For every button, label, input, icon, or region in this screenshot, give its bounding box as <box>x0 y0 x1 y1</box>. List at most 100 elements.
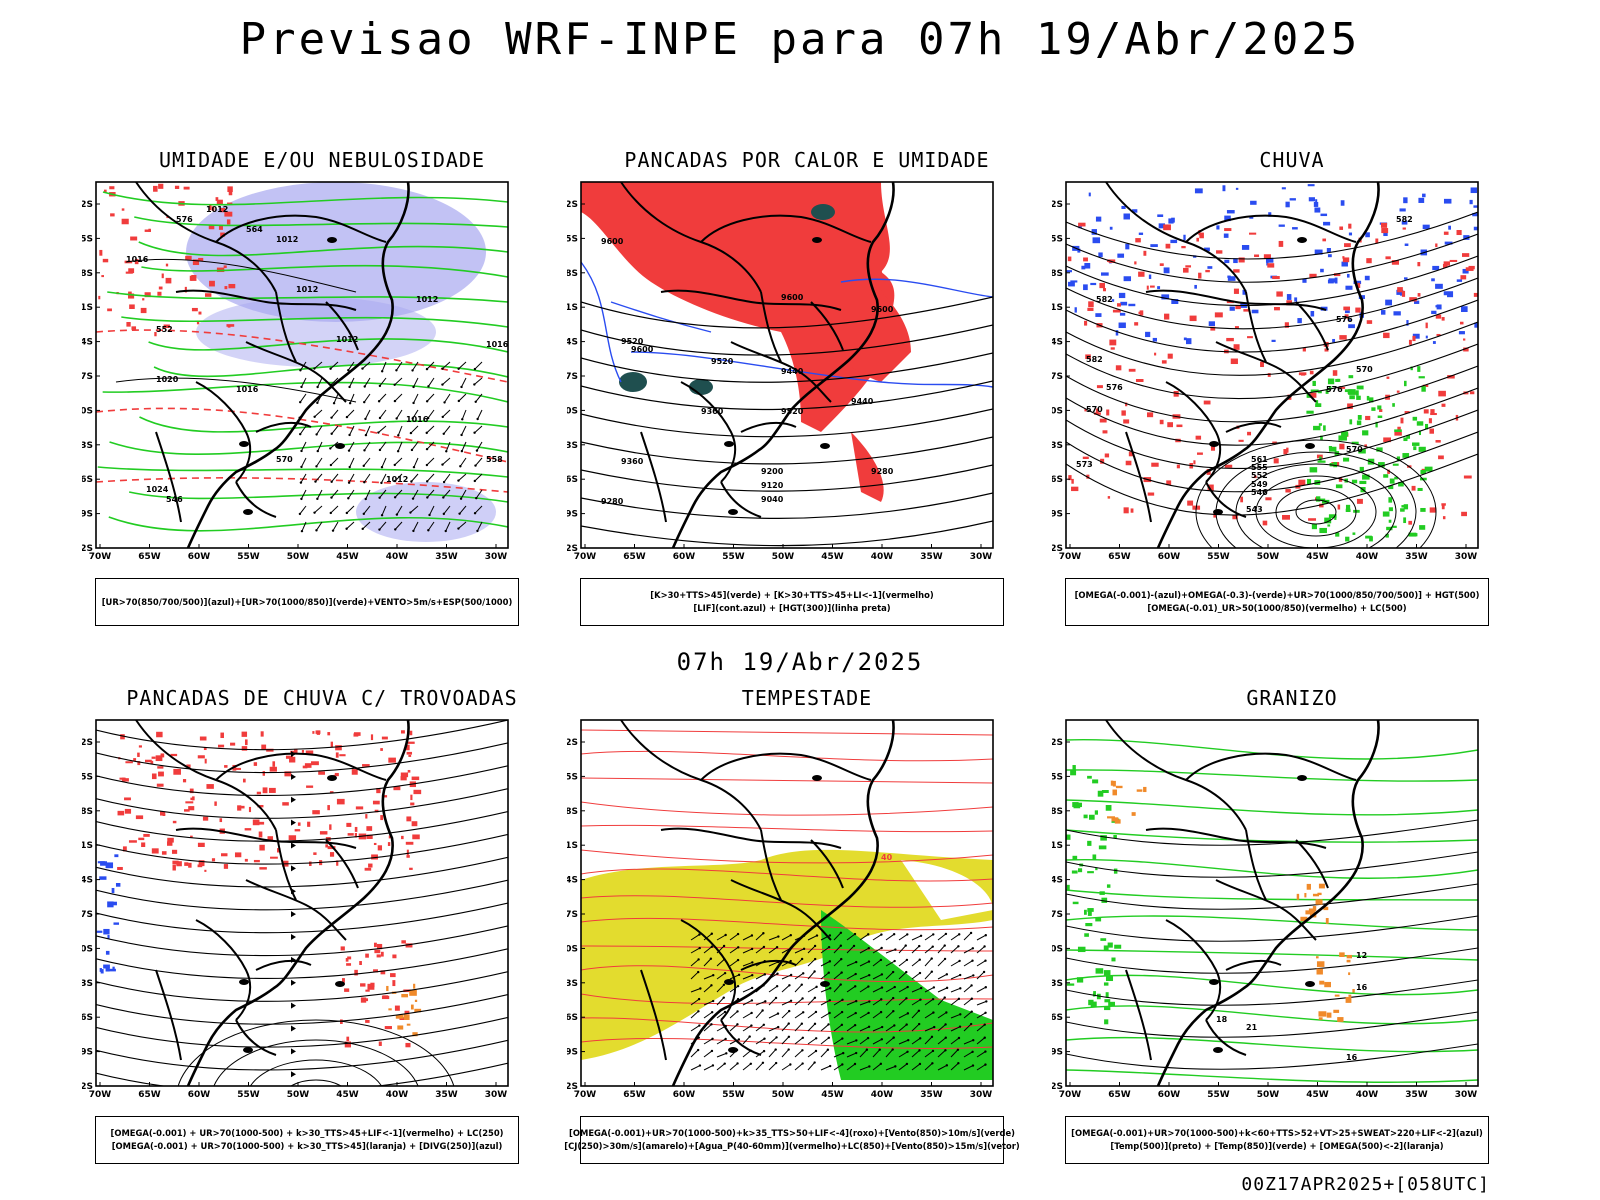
low-pressure-contour <box>1295 499 1337 525</box>
red-contour-mark <box>128 293 135 299</box>
wind-vector <box>381 457 387 468</box>
rain-red <box>1086 474 1090 479</box>
temp850-contour-mark <box>1070 769 1077 776</box>
thunderstorm-red <box>269 766 277 772</box>
wind-vector-head <box>932 1011 935 1014</box>
wind-vector <box>820 1012 830 1019</box>
thunderstorm-red <box>150 760 154 764</box>
wind-vector-head <box>393 479 397 483</box>
wind-vector <box>781 1023 790 1032</box>
streamline-arrow <box>291 911 296 918</box>
rain-red <box>1283 449 1288 455</box>
strong-ascent-green <box>1324 517 1332 524</box>
map-border <box>95 719 509 1087</box>
geopotential-contour <box>581 520 993 547</box>
strong-ascent-green <box>1335 484 1343 489</box>
thunderstorm-red <box>390 973 396 978</box>
streamline-arrow <box>291 865 296 872</box>
rain-red <box>1163 224 1171 231</box>
strong-ascent-green <box>1357 415 1362 420</box>
rain-red <box>1461 511 1467 517</box>
temp850-contour-mark <box>1090 1001 1097 1008</box>
omega-orange <box>1305 910 1312 915</box>
wind-vector <box>364 377 371 387</box>
wind-vector-head <box>853 932 857 936</box>
ascent-blue <box>1145 331 1151 338</box>
temp500-contour <box>1066 851 1478 878</box>
thunderstorm-red <box>123 778 129 782</box>
wind-vector-head <box>330 432 333 435</box>
precipitable-water-contour <box>581 801 993 816</box>
wind-vector <box>937 1024 946 1032</box>
wind-vector <box>833 958 842 967</box>
rain-red <box>1095 408 1099 415</box>
wind-vector-head <box>459 465 462 468</box>
wind-vector-head <box>970 997 974 1000</box>
thunderstorm-red <box>376 954 381 958</box>
wind-vector-head <box>698 1024 701 1027</box>
wind-vector <box>362 361 371 369</box>
lat-tick-label: 39S <box>1052 1048 1063 1058</box>
strong-ascent-green <box>1337 378 1341 382</box>
strong-ascent-green <box>1375 421 1378 428</box>
wind-vector <box>976 1037 986 1045</box>
thunderstorm-red <box>354 826 358 832</box>
thunderstorm-red <box>312 731 315 734</box>
wind-vector <box>474 473 483 482</box>
wind-vector <box>768 1013 779 1019</box>
wind-vector-head <box>393 496 397 499</box>
lon-tick-label: 50W <box>1257 552 1280 562</box>
thunderstorm-red <box>340 946 345 951</box>
strong-ascent-green <box>1345 504 1351 511</box>
wind-vector-head <box>762 945 766 949</box>
lat-tick-label: 18S <box>1052 269 1063 279</box>
thunderstorm-red <box>220 732 224 739</box>
strong-ascent-green <box>1356 395 1361 400</box>
wind-vector <box>755 1000 766 1006</box>
divergence-blue <box>109 968 116 972</box>
red-contour-mark <box>109 186 115 190</box>
wind-vector <box>475 393 483 403</box>
unstable-area <box>581 182 895 432</box>
thunderstorm-red <box>400 772 409 778</box>
omega-orange <box>1318 1017 1323 1020</box>
wind-vector <box>859 1012 869 1019</box>
ascent-blue <box>1458 331 1465 335</box>
ascent-blue <box>1229 306 1235 311</box>
rain-red <box>1138 271 1145 277</box>
wind-vector-head <box>814 1037 818 1040</box>
rain-red <box>1282 514 1291 520</box>
wind-vector-head <box>957 1062 960 1065</box>
wind-vector-head <box>316 497 319 501</box>
wind-vector-head <box>725 1052 728 1055</box>
strong-ascent-green <box>1424 466 1433 472</box>
thunderstorm-red <box>190 835 193 838</box>
thunderstorm-red <box>206 784 214 789</box>
contour-label: 9040 <box>761 495 784 504</box>
wind-vector-head <box>380 370 384 373</box>
strong-ascent-green <box>1316 400 1319 406</box>
lat-tick-label: 42S <box>1052 544 1063 554</box>
wind-vector-head <box>827 1023 830 1026</box>
rain-red <box>1468 265 1475 270</box>
lat-tick-label: 24S <box>1052 876 1063 886</box>
wind-vector <box>716 972 726 980</box>
lat-tick-label: 36S <box>1052 1013 1063 1023</box>
strong-ascent-green <box>1315 403 1322 408</box>
wind-vector-head <box>300 449 303 453</box>
red-contour-mark <box>183 186 190 190</box>
rain-red <box>1309 370 1314 375</box>
strong-ascent-green <box>1349 395 1355 400</box>
red-contour-mark <box>144 229 151 232</box>
wind-vector-head <box>984 1063 987 1066</box>
strong-ascent-green <box>1385 533 1389 538</box>
wind-vector-head <box>361 527 364 531</box>
ascent-blue <box>1286 294 1292 300</box>
lon-tick-label: 30W <box>1455 1090 1478 1100</box>
thunderstorm-red <box>377 845 383 851</box>
lat-tick-label: 36S <box>1052 475 1063 485</box>
wind-vector-head <box>710 1011 714 1014</box>
streamline <box>96 925 508 957</box>
divergence-blue <box>107 901 114 908</box>
